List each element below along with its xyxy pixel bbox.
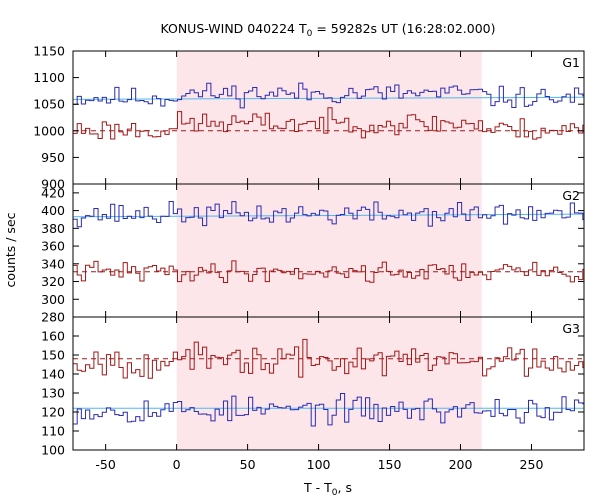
blue-fit-line xyxy=(72,213,585,218)
y-tick-label: 420 xyxy=(41,185,65,200)
y-tick-label: 100 xyxy=(41,443,65,458)
y-tick-label: 160 xyxy=(41,329,65,344)
y-tick-label: 380 xyxy=(41,221,65,236)
panel-label: G3 xyxy=(562,321,580,336)
x-tick-label: 200 xyxy=(449,457,473,472)
x-tick-label: 50 xyxy=(240,457,256,472)
y-tick-label: 1100 xyxy=(33,70,65,85)
y-tick-label: 110 xyxy=(41,424,65,439)
panel-label: G1 xyxy=(562,55,580,70)
y-tick-label: 950 xyxy=(41,150,65,165)
y-tick-label: 1050 xyxy=(33,97,65,112)
red-series-g1 xyxy=(73,107,584,140)
red-series-g2 xyxy=(73,260,584,284)
x-tick-label: -50 xyxy=(95,457,115,472)
y-tick-label: 360 xyxy=(41,239,65,254)
blue-series-g3 xyxy=(73,393,584,427)
x-axis-label: T - T0, s xyxy=(303,480,352,498)
x-tick-label: 250 xyxy=(520,457,544,472)
x-tick-label: 150 xyxy=(378,457,402,472)
y-tick-label: 300 xyxy=(41,292,65,307)
blue-series-g2 xyxy=(73,201,584,228)
y-tick-label: 1150 xyxy=(33,44,65,59)
y-tick-label: 900 xyxy=(41,177,65,192)
panel-label: G2 xyxy=(562,188,580,203)
panel-g3: 100 110 120 130 140 150 160 G3 xyxy=(41,316,585,458)
y-tick-label: 120 xyxy=(41,405,65,420)
y-tick-label: 150 xyxy=(41,348,65,363)
panel-g2: 280 300 320 340 360 380 400 420 G2 xyxy=(41,183,585,325)
panel-frame xyxy=(72,316,585,451)
y-tick-label: 1000 xyxy=(33,123,65,138)
blue-series-g1 xyxy=(73,82,584,109)
y-tick-label: 320 xyxy=(41,274,65,289)
x-tick-label: 0 xyxy=(173,457,181,472)
chart-title: KONUS-WIND 040224 T0 = 59282s UT (16:28:… xyxy=(160,21,495,39)
y-tick-label: 280 xyxy=(41,310,65,325)
y-tick-label: 400 xyxy=(41,203,65,218)
y-axis-label: counts / sec xyxy=(3,212,18,287)
y-tick-label: 130 xyxy=(41,386,65,401)
red-series-g3 xyxy=(73,338,584,379)
y-tick-label: 140 xyxy=(41,367,65,382)
y-tick-label: 340 xyxy=(41,256,65,271)
highlight-interval xyxy=(176,51,482,450)
x-tick-label: 100 xyxy=(307,457,331,472)
